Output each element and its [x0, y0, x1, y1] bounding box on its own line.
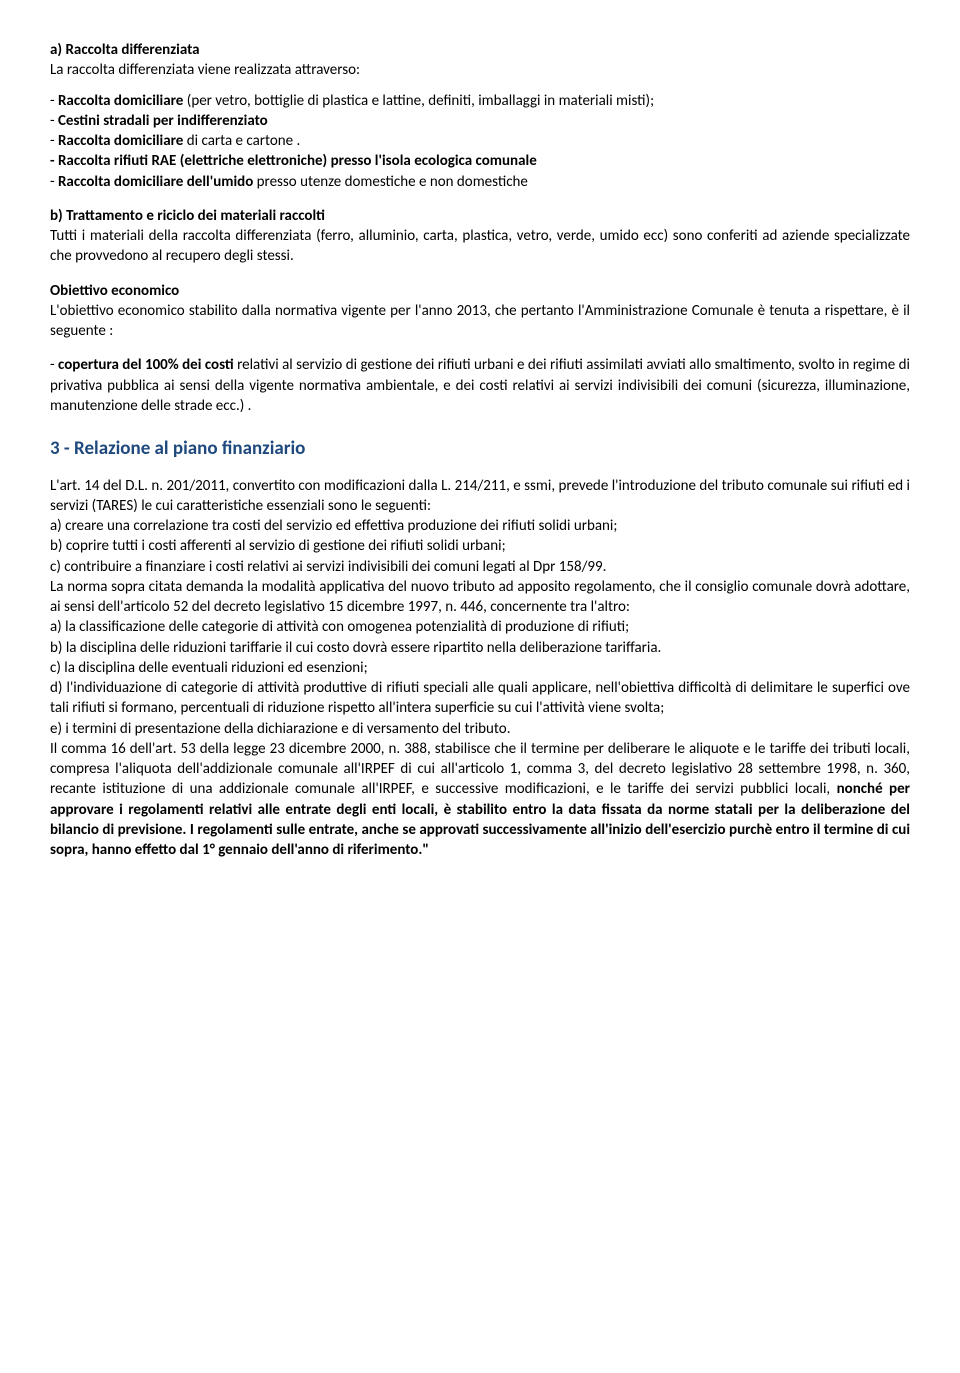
item-db: b) la disciplina delle riduzioni tariffa… [50, 638, 910, 658]
list-label: Raccolta domiciliare [58, 132, 183, 150]
item-dd: d) l'individuazione di categorie di atti… [50, 678, 910, 719]
section-b-title: b) Trattamento e riciclo dei materiali r… [50, 207, 325, 225]
item-b: b) coprire tutti i costi afferenti al se… [50, 536, 910, 556]
list-label: Cestini stradali per indifferenziato [58, 112, 268, 130]
list-item: - Raccolta rifiuti RAE (elettriche elett… [50, 151, 910, 171]
item-dc: c) la disciplina delle eventuali riduzio… [50, 658, 910, 678]
item-da: a) la classificazione delle categorie di… [50, 617, 910, 637]
list-item: - Raccolta domiciliare di carta e carton… [50, 131, 910, 151]
coverage-label: copertura del 100% dei costi [58, 356, 234, 374]
section-a-title: a) Raccolta differenziata [50, 41, 200, 59]
p2-part-b: 1997, n. 446, concernente tra l'altro: [408, 598, 630, 616]
bullet-dash: - [50, 173, 58, 191]
bullet-dash: - [50, 112, 58, 130]
section-a-intro: La raccolta differenziata viene realizza… [50, 60, 910, 80]
list-label: Raccolta domiciliare [58, 92, 183, 110]
section-3-heading: 3 - Relazione al piano finanziario [50, 436, 910, 462]
bullet-dash: - [50, 92, 58, 110]
list-text: (per vetro, bottiglie di plastica e latt… [183, 92, 654, 110]
list-item: - Raccolta domiciliare dell'umido presso… [50, 172, 910, 192]
section-b-body: Tutti i materiali della raccolta differe… [50, 226, 910, 267]
list-label: Raccolta domiciliare dell'umido [58, 173, 253, 191]
bullet-dash: - [50, 356, 58, 374]
p3-part-a: Il comma 16 dell'art. 53 della legge 23 … [50, 740, 910, 799]
list-item: - Cestini stradali per indifferenziato [50, 111, 910, 131]
coverage-paragraph: - copertura del 100% dei costi relativi … [50, 355, 910, 416]
list-item: - Raccolta domiciliare (per vetro, botti… [50, 91, 910, 111]
list-text: di carta e cartone . [183, 132, 300, 150]
item-de: e) i termini di presentazione della dich… [50, 719, 910, 739]
list-text: presso utenze domestiche e non domestich… [253, 173, 528, 191]
item-a: a) creare una correlazione tra costi del… [50, 516, 910, 536]
item-c: c) contribuire a finanziare i costi rela… [50, 557, 910, 577]
section-3-p1: L'art. 14 del D.L. n. 201/2011, converti… [50, 476, 910, 517]
bullet-dash: - [50, 132, 58, 150]
objective-body: L'obiettivo economico stabilito dalla no… [50, 301, 910, 342]
section-3-p2: La norma sopra citata demanda la modalit… [50, 577, 910, 618]
objective-title: Obiettivo economico [50, 282, 179, 300]
section-3-p3: Il comma 16 dell'art. 53 della legge 23 … [50, 739, 910, 861]
